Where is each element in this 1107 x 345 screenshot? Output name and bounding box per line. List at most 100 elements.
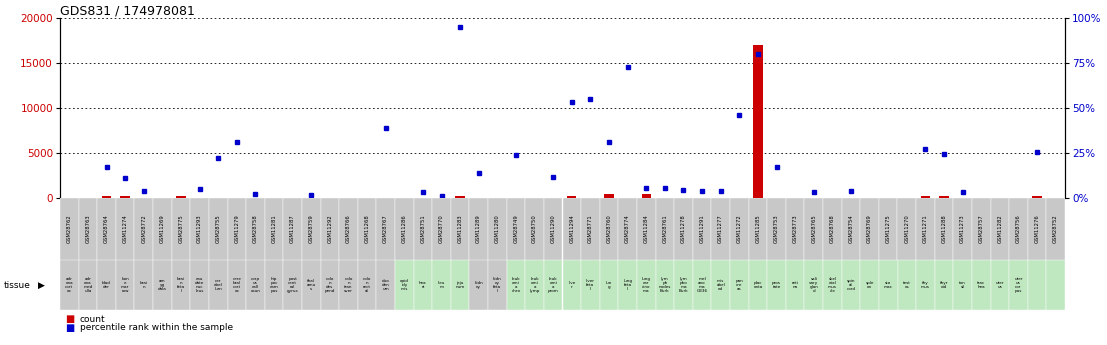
Bar <box>190 260 209 310</box>
Text: GSM28763: GSM28763 <box>85 215 91 243</box>
Bar <box>451 198 469 260</box>
Text: thyr
oid: thyr oid <box>940 281 949 289</box>
Bar <box>841 198 860 260</box>
Text: ■: ■ <box>65 314 75 324</box>
Bar <box>898 260 917 310</box>
Text: GSM11274: GSM11274 <box>123 215 127 243</box>
Bar <box>693 260 712 310</box>
Text: lung
feta
l: lung feta l <box>623 279 632 291</box>
Bar <box>395 260 414 310</box>
Bar <box>60 198 79 260</box>
Text: post
cent
ral
gyrus: post cent ral gyrus <box>287 277 299 294</box>
Text: percentile rank within the sample: percentile rank within the sample <box>80 324 234 333</box>
Text: GSM11275: GSM11275 <box>886 215 891 243</box>
Text: skel
etal
mus
cle: skel etal mus cle <box>828 277 837 294</box>
Text: lung
car
cino
ma: lung car cino ma <box>642 277 651 294</box>
Bar <box>488 260 507 310</box>
Text: GSM28770: GSM28770 <box>439 215 444 243</box>
Bar <box>209 260 228 310</box>
Bar <box>302 198 321 260</box>
Bar <box>991 198 1010 260</box>
Text: hip
poc
cam
pus: hip poc cam pus <box>270 277 279 294</box>
Text: GSM11291: GSM11291 <box>700 215 704 243</box>
Bar <box>246 198 265 260</box>
Text: GSM28751: GSM28751 <box>421 215 425 243</box>
Bar <box>712 260 730 310</box>
Bar <box>469 198 488 260</box>
Text: cer
ebel
lum: cer ebel lum <box>214 279 223 291</box>
Bar <box>767 198 786 260</box>
Bar <box>209 198 228 260</box>
Text: GSM11292: GSM11292 <box>328 215 332 243</box>
Text: mel
ano
ma
G336: mel ano ma G336 <box>696 277 707 294</box>
Bar <box>228 260 246 310</box>
Bar <box>637 260 655 310</box>
Bar <box>153 198 172 260</box>
Bar <box>805 198 824 260</box>
Text: GSM28756: GSM28756 <box>1016 215 1021 243</box>
Text: leuk
emi
a
lymp: leuk emi a lymp <box>529 277 540 294</box>
Bar <box>767 260 786 310</box>
Text: GSM28762: GSM28762 <box>66 215 72 243</box>
Text: GSM11269: GSM11269 <box>159 215 165 243</box>
Text: colo
n
tran
sver: colo n tran sver <box>344 277 353 294</box>
Bar <box>469 260 488 310</box>
Bar <box>246 260 265 310</box>
Bar <box>544 198 562 260</box>
Bar <box>953 198 972 260</box>
Text: GSM28759: GSM28759 <box>309 215 313 243</box>
Text: uter
us: uter us <box>995 281 1004 289</box>
Bar <box>581 198 600 260</box>
Text: GSM11288: GSM11288 <box>942 215 946 243</box>
Text: thal
amu
s: thal amu s <box>307 279 315 291</box>
Bar <box>526 260 544 310</box>
Text: uter
us
cor
pus: uter us cor pus <box>1014 277 1023 294</box>
Text: bon
e
mar
row: bon e mar row <box>121 277 130 294</box>
Bar <box>730 198 748 260</box>
Text: GSM28750: GSM28750 <box>532 215 537 243</box>
Bar <box>730 260 748 310</box>
Bar <box>121 196 130 198</box>
Bar <box>805 260 824 310</box>
Text: live
r: live r <box>568 281 576 289</box>
Bar <box>321 198 339 260</box>
Bar <box>526 198 544 260</box>
Bar <box>97 260 116 310</box>
Text: brai
n
feta
l: brai n feta l <box>177 277 185 294</box>
Text: ileu
m: ileu m <box>438 281 445 289</box>
Bar <box>841 260 860 310</box>
Bar <box>60 260 79 310</box>
Bar <box>1010 198 1027 260</box>
Bar <box>376 198 395 260</box>
Text: GSM11289: GSM11289 <box>476 215 482 243</box>
Text: ▶: ▶ <box>38 280 44 289</box>
Text: adr
ena
med
ulla: adr ena med ulla <box>83 277 93 294</box>
Bar <box>604 194 613 198</box>
Text: GSM11280: GSM11280 <box>495 215 500 243</box>
Text: GSM11290: GSM11290 <box>550 215 556 243</box>
Bar <box>940 196 949 198</box>
Bar <box>712 198 730 260</box>
Bar <box>134 198 153 260</box>
Text: test
es: test es <box>903 281 911 289</box>
Text: lym
pho
ma
Burk: lym pho ma Burk <box>679 277 689 294</box>
Text: GSM28775: GSM28775 <box>178 215 184 243</box>
Bar <box>97 198 116 260</box>
Text: GSM11287: GSM11287 <box>290 215 296 243</box>
Bar <box>748 260 767 310</box>
Text: sple
en: sple en <box>866 281 873 289</box>
Text: cau
date
nuc
leus: cau date nuc leus <box>195 277 204 294</box>
Bar <box>134 260 153 310</box>
Text: GSM28768: GSM28768 <box>830 215 835 243</box>
Text: colo
n
des
pend: colo n des pend <box>324 277 335 294</box>
Bar <box>674 260 693 310</box>
Bar <box>562 260 581 310</box>
Text: GSM28757: GSM28757 <box>979 215 984 243</box>
Text: ■: ■ <box>65 323 75 333</box>
Bar <box>642 194 651 198</box>
Text: GSM11276: GSM11276 <box>1035 215 1039 243</box>
Bar <box>116 198 134 260</box>
Bar <box>507 198 526 260</box>
Text: blad
der: blad der <box>102 281 111 289</box>
Bar <box>693 198 712 260</box>
